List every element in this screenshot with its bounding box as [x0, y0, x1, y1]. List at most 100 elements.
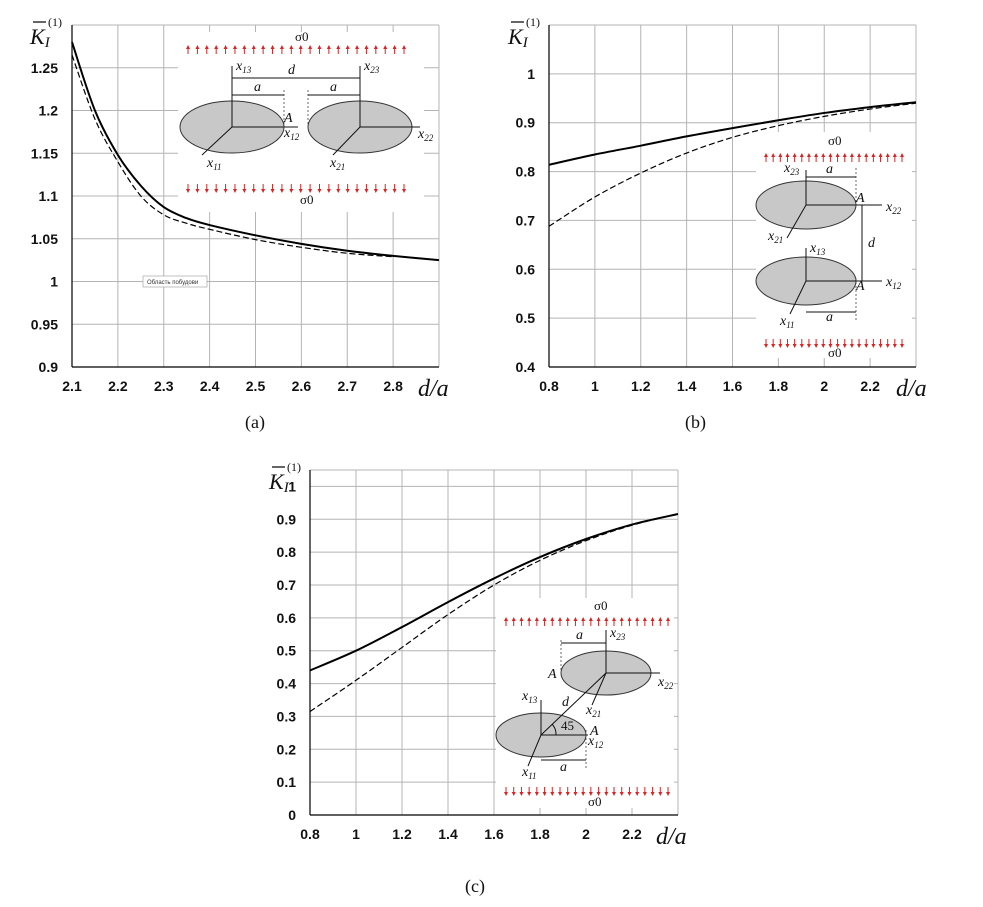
panel-a-label-x23: x23 — [363, 59, 380, 75]
panel-b-caption: (b) — [685, 412, 706, 433]
panel-a-label-x13: x13 — [235, 59, 252, 75]
stress-arrow — [588, 617, 593, 626]
stress-arrow — [317, 184, 322, 193]
panel-b-series — [548, 101, 917, 227]
panel-b-xtick-6: 2 — [820, 378, 828, 394]
panel-a-xtick-0: 2.1 — [62, 378, 82, 394]
stress-arrow — [308, 184, 313, 193]
stress-arrow — [251, 184, 256, 193]
stress-arrow — [785, 153, 790, 162]
stress-arrow — [900, 153, 904, 162]
stress-arrow — [871, 153, 876, 162]
stress-arrow — [642, 617, 647, 626]
panel-a-stress-arrows-bottom — [186, 184, 406, 193]
panel-a-label-a1: a — [254, 80, 261, 95]
stress-arrow — [504, 787, 508, 796]
stress-arrow — [778, 153, 783, 162]
panel-c-xtick-5: 1.8 — [530, 826, 550, 842]
stress-arrow — [186, 45, 190, 54]
stress-arrow — [604, 787, 609, 796]
stress-arrow — [558, 787, 562, 796]
stress-arrow — [627, 787, 632, 796]
panel-b-label-x21: x21 — [767, 229, 783, 245]
panel-b-stress-arrows-top — [764, 153, 904, 162]
panel-a-ytick-4: 1.1 — [39, 188, 59, 204]
panel-b-label-x22: x22 — [885, 200, 902, 216]
stress-arrow — [821, 153, 826, 162]
stress-arrow — [878, 153, 883, 162]
stress-arrow — [511, 617, 516, 626]
stress-arrow — [298, 184, 303, 193]
panel-a-stress-arrows-top — [186, 45, 406, 54]
panel-b-label-x23: x23 — [783, 161, 800, 177]
stress-arrow — [364, 45, 369, 54]
panel-a-label-x11: x11 — [206, 156, 222, 172]
panel-b-label-d: d — [868, 236, 876, 251]
panel-a-sigma-bottom: σ0 — [300, 192, 314, 207]
panel-c-ytick-6: 0.6 — [277, 610, 297, 626]
stress-arrow — [373, 45, 378, 54]
panel-a-xtick-5: 2.6 — [292, 378, 312, 394]
stress-arrow — [892, 339, 897, 348]
stress-arrow — [771, 339, 776, 348]
panel-b-chart: 0.8 1 1.2 1.4 1.6 1.8 2 2.20.40.50.60.70.80.91 … — [507, 15, 927, 433]
panel-c-label-x12: x12 — [587, 734, 604, 750]
panel-c-label-A-upper: A — [547, 667, 557, 682]
panel-a-ytick-1: 0.95 — [31, 316, 58, 332]
stress-arrow — [355, 45, 360, 54]
stress-arrow — [612, 787, 616, 796]
panel-a-xlabel: d/a — [418, 376, 449, 402]
panel-b-label-x12: x12 — [885, 275, 902, 291]
panel-a-ytick-2: 1 — [50, 274, 58, 290]
stress-arrow — [298, 45, 303, 54]
stress-arrow — [534, 787, 539, 796]
stress-arrow — [885, 153, 890, 162]
panel-c-label-A-lower: A — [589, 724, 599, 739]
panel-b-ytick-2: 0.6 — [516, 261, 536, 277]
stress-arrow — [857, 153, 862, 162]
panel-b-xtick-2: 1.2 — [631, 378, 651, 394]
stress-arrow — [402, 184, 406, 193]
panel-b-label-A-bottom: A — [855, 279, 865, 294]
panel-c-ytick-5: 0.5 — [277, 643, 297, 659]
panel-c-angle: 45 — [561, 718, 574, 733]
stress-arrow — [619, 787, 624, 796]
panel-c-series-solid — [309, 513, 679, 672]
stress-arrow — [232, 45, 237, 54]
stress-arrow — [806, 339, 811, 348]
panel-b-xtick-3: 1.4 — [677, 378, 697, 394]
stress-arrow — [828, 153, 833, 162]
panel-c-inset: σ0 σ0 a a d A A 45 x23 x13 x22 x12 — [495, 598, 674, 809]
panel-a-ytick-3: 1.05 — [31, 231, 58, 247]
panel-a-annotation-text: Область побудови — [147, 280, 198, 286]
stress-arrow — [242, 184, 247, 193]
stress-arrow — [558, 617, 562, 626]
panel-c-chart: 0.8 1 1.2 1.4 1.6 1.8 2 2.2 0 0.1 0.2 0.3 0.4 0.5 0.6 0… — [268, 460, 687, 897]
stress-arrow — [604, 617, 609, 626]
panel-a-inset: σ0 σ0 d a a A x13 x23 x12 x22 x11 x21 — [178, 29, 434, 212]
stress-arrow — [336, 45, 341, 54]
panel-a-ytick-0: 0.9 — [39, 359, 59, 375]
stress-arrow — [581, 617, 586, 626]
panel-c-label-d: d — [562, 695, 570, 710]
panel-c-label-a-bottom: a — [560, 760, 567, 775]
panel-c-label-x22: x22 — [657, 675, 674, 691]
panel-c-ytick-10: 1 — [288, 478, 296, 494]
panel-b-ytick-4: 0.8 — [516, 164, 536, 180]
panel-b-sigma-bottom: σ0 — [828, 345, 842, 360]
stress-arrow — [814, 339, 819, 348]
stress-arrow — [892, 153, 897, 162]
stress-arrow — [383, 45, 388, 54]
stress-arrow — [785, 339, 790, 348]
stress-arrow — [799, 339, 804, 348]
panel-a-xtick-1: 2.2 — [108, 378, 128, 394]
stress-arrow — [383, 184, 388, 193]
panel-b-ytick-5: 0.9 — [516, 115, 536, 131]
stress-arrow — [223, 45, 228, 54]
panel-c-xtick-2: 1.2 — [392, 826, 412, 842]
panel-c-ytick-0: 0 — [288, 807, 296, 823]
stress-arrow — [542, 787, 547, 796]
panel-c-ytick-9: 0.9 — [277, 511, 297, 527]
stress-arrow — [326, 184, 331, 193]
stress-arrow — [771, 153, 776, 162]
